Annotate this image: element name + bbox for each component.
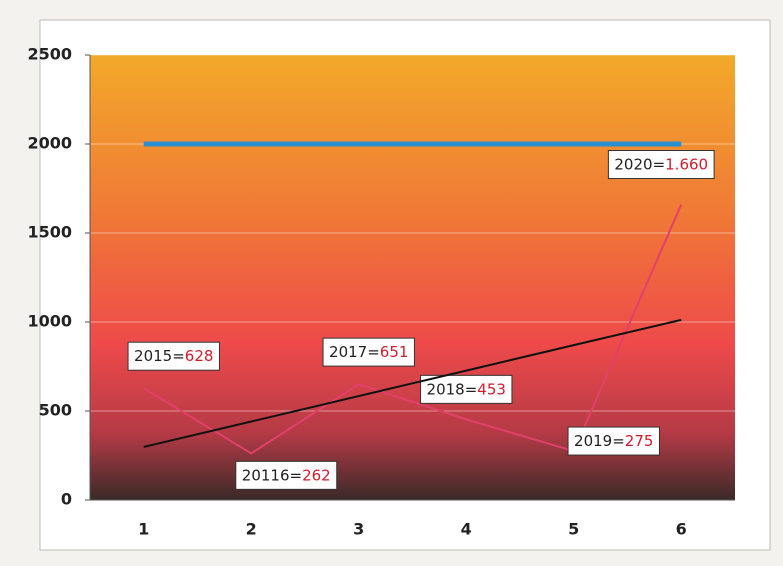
x-tick-label: 5 (568, 520, 579, 539)
label-prefix: 2018= (427, 380, 478, 398)
label-value: 262 (302, 466, 331, 484)
data-label: 2015=628 (127, 341, 220, 371)
data-label-text: 2017=651 (329, 343, 408, 361)
data-label: 2020=1.660 (607, 150, 715, 180)
y-tick-label: 2500 (27, 45, 72, 64)
label-prefix: 20116= (242, 466, 302, 484)
x-tick-label: 6 (676, 520, 687, 539)
y-tick-label: 500 (39, 401, 72, 420)
data-label-box (607, 150, 715, 180)
data-label: 2017=651 (322, 337, 415, 367)
data-label-box (420, 374, 513, 404)
data-label-text: 2015=628 (134, 347, 213, 365)
y-tick-label: 0 (61, 490, 72, 509)
data-label: 2019=275 (567, 426, 660, 456)
label-value: 453 (477, 380, 506, 398)
x-tick-label: 4 (461, 520, 472, 539)
series-line (143, 318, 682, 448)
label-value: 275 (625, 432, 654, 450)
data-label-box (127, 341, 220, 371)
data-label-box (567, 426, 660, 456)
label-value: 628 (185, 347, 214, 365)
label-prefix: 2017= (329, 343, 380, 361)
label-prefix: 2020= (614, 155, 665, 173)
label-prefix: 2019= (574, 432, 625, 450)
label-prefix: 2015= (134, 347, 185, 365)
data-label-text: 2020=1.660 (614, 155, 708, 173)
plot-area (90, 55, 735, 500)
x-tick-label: 2 (246, 520, 257, 539)
label-value: 651 (380, 343, 409, 361)
data-label-box (322, 337, 415, 367)
data-label: 2018=453 (420, 374, 513, 404)
x-tick-label: 1 (138, 520, 149, 539)
y-tick-label: 1500 (27, 223, 72, 242)
data-label-text: 2019=275 (574, 432, 653, 450)
data-label-text: 2018=453 (427, 380, 506, 398)
series-line (143, 204, 683, 455)
label-value: 1.660 (665, 155, 708, 173)
data-label-text: 20116=262 (242, 466, 331, 484)
y-tick-label: 2000 (27, 134, 72, 153)
data-label-box (235, 460, 338, 490)
y-tick-label: 1000 (27, 312, 72, 331)
x-tick-label: 3 (353, 520, 364, 539)
data-label: 20116=262 (235, 460, 338, 490)
